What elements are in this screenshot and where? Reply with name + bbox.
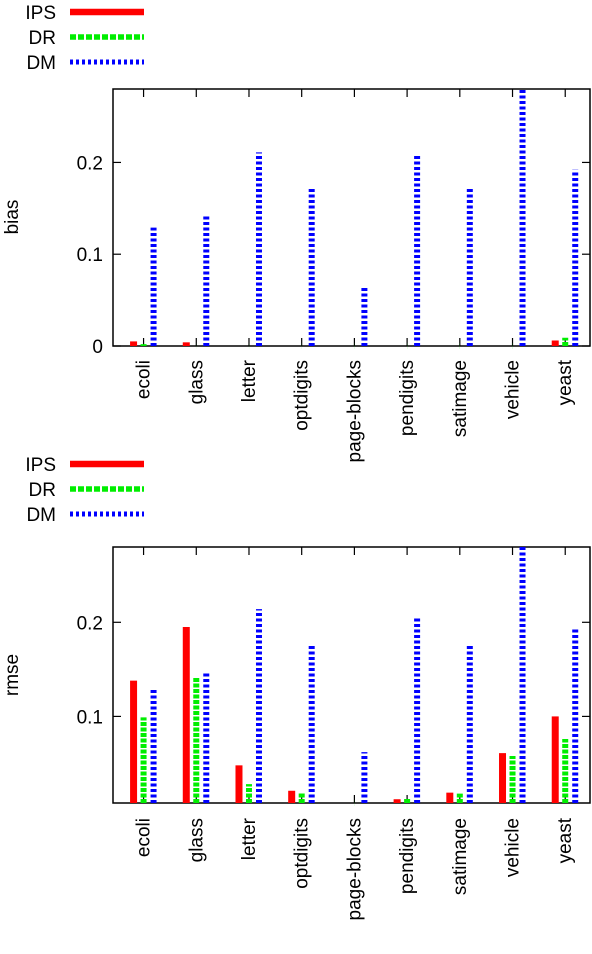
chart0-xtick-label-vehicle: vehicle [503, 360, 524, 419]
chart1-bar-ips-yeast [551, 716, 559, 803]
chart0-bar-ips-ecoli [130, 341, 138, 346]
chart0-xtick-label-satimage: satimage [450, 360, 471, 437]
chart0-plot-frame [112, 88, 591, 347]
chart1-plot-frame [112, 546, 591, 804]
chart1-legend-label-dr: DR [29, 480, 56, 501]
chart1-xtick-label-glass: glass [186, 818, 207, 862]
chart1-xtick-label-yeast: yeast [555, 817, 576, 863]
chart1-xtick-label-ecoli: ecoli [134, 818, 155, 857]
chart1-bar-ips-optdigits [288, 790, 296, 803]
chart0-xtick-label-page-blocks: page-blocks [344, 360, 365, 462]
chart0-legend-label-dm: DM [26, 53, 56, 74]
chart0-ytick-label: 0 [92, 337, 103, 358]
chart0-xtick-label-glass: glass [186, 360, 207, 404]
chart1-xtick-label-vehicle: vehicle [503, 818, 524, 877]
chart1-bar-ips-vehicle [499, 753, 507, 803]
chart1-xtick-label-optdigits: optdigits [292, 818, 313, 889]
chart1-legend-label-ips: IPS [25, 455, 56, 476]
chart1-xtick-label-satimage: satimage [450, 818, 471, 895]
chart1-bar-ips-ecoli [130, 680, 138, 803]
chart0-xtick-label-yeast: yeast [555, 359, 576, 405]
chart1-bar-ips-letter [235, 765, 243, 803]
chart0-legend-label-ips: IPS [25, 3, 56, 24]
chart0-bar-ips-yeast [551, 340, 559, 346]
chart0-ytick-label: 0.2 [77, 153, 103, 174]
chart1-bar-ips-satimage [446, 792, 454, 803]
chart1-legend-label-dm: DM [26, 505, 56, 526]
chart0-y-axis-label: bias [2, 200, 23, 235]
chart1-xtick-label-letter: letter [239, 817, 260, 860]
chart1-xtick-label-page-blocks: page-blocks [344, 818, 365, 920]
chart1-xtick-label-pendigits: pendigits [397, 818, 418, 894]
chart0-ytick-label: 0.1 [77, 245, 103, 266]
chart0-xtick-label-letter: letter [239, 359, 260, 402]
chart0-legend-label-dr: DR [29, 28, 56, 49]
chart0-xtick-label-optdigits: optdigits [292, 360, 313, 431]
chart1-ytick-label: 0.1 [77, 707, 103, 728]
chart1-bar-ips-glass [182, 627, 190, 803]
chart0-bar-ips-glass [182, 342, 190, 346]
chart1-y-axis-label: rmse [2, 654, 23, 696]
chart0-xtick-label-pendigits: pendigits [397, 360, 418, 436]
chart0-xtick-label-ecoli: ecoli [134, 360, 155, 399]
chart1-ytick-label: 0.2 [77, 613, 103, 634]
chart1-bar-ips-pendigits [393, 799, 401, 803]
